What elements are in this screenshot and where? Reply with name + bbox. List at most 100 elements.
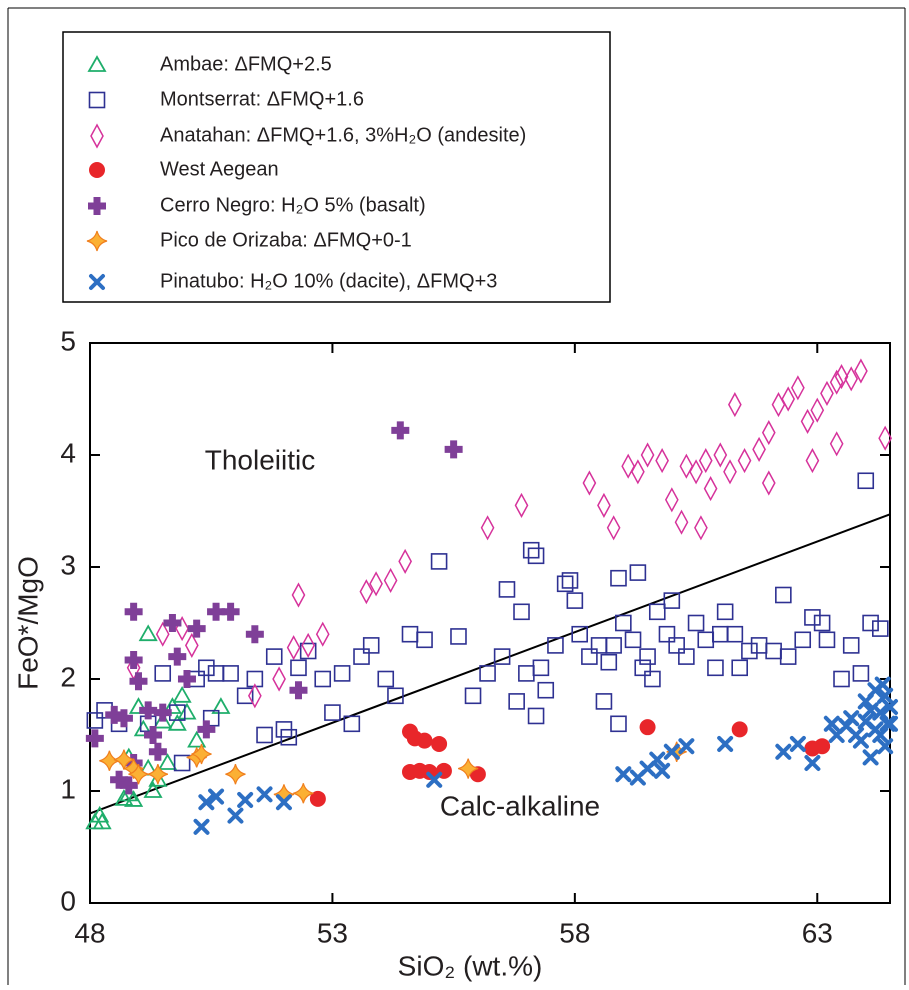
square-marker	[629, 564, 647, 581]
y-axis-title: FeO*/MgO	[12, 556, 43, 690]
square-marker	[343, 715, 361, 733]
legend-marker	[86, 230, 108, 252]
triangle-marker	[128, 697, 149, 714]
square-marker	[314, 670, 332, 688]
square-marker	[173, 754, 191, 772]
plus-marker	[177, 670, 196, 688]
square-marker	[547, 637, 564, 654]
square-marker	[537, 681, 555, 699]
plus-marker	[129, 672, 148, 691]
x-marker	[843, 710, 860, 727]
square-marker	[202, 709, 220, 727]
diamond-marker	[752, 436, 766, 462]
square-marker	[726, 625, 744, 643]
annotation: Calc-alkaline	[440, 790, 600, 821]
diamond-marker	[606, 515, 621, 541]
square-marker	[280, 728, 298, 746]
square-marker	[741, 642, 758, 660]
triangle-marker	[90, 805, 110, 823]
square-marker	[498, 581, 516, 598]
diamond-marker	[286, 635, 301, 661]
legend-label: West Aegean	[160, 158, 279, 180]
square-marker	[750, 637, 768, 654]
square-marker	[624, 631, 642, 649]
plus-marker	[124, 650, 143, 669]
square-marker	[450, 628, 467, 645]
x-marker	[654, 762, 671, 779]
diamond-marker	[689, 459, 703, 485]
square-marker	[290, 659, 307, 677]
diamond-marker	[844, 366, 859, 392]
square-marker	[324, 704, 341, 721]
diamond-marker	[184, 632, 199, 658]
plus-marker	[124, 602, 143, 621]
diamond-marker	[854, 358, 868, 384]
square-marker	[872, 620, 889, 637]
square-marker	[416, 631, 433, 649]
plot-area	[89, 342, 891, 904]
square-marker	[246, 670, 264, 688]
diamond-marker	[791, 375, 805, 401]
star-marker	[458, 758, 479, 779]
diamond-marker	[829, 431, 844, 457]
square-marker	[299, 642, 317, 660]
square-marker	[508, 693, 525, 710]
x-marker	[227, 807, 244, 824]
x-marker	[198, 794, 215, 811]
square-marker	[648, 603, 666, 621]
x-marker	[208, 788, 225, 805]
diamond-marker	[723, 459, 737, 485]
x-marker	[862, 702, 879, 719]
square-marker	[581, 648, 598, 665]
square-marker	[605, 637, 622, 654]
diamond-marker	[597, 492, 611, 518]
square-marker	[716, 603, 734, 621]
square-marker	[236, 687, 254, 705]
triangle-marker	[143, 781, 163, 798]
plus-marker	[163, 614, 182, 632]
square-marker	[198, 659, 215, 677]
x-marker	[663, 743, 680, 760]
x-marker	[862, 749, 879, 766]
square-marker	[842, 637, 860, 654]
diamond-marker	[398, 548, 413, 574]
plus-marker	[245, 625, 264, 644]
square-marker	[154, 665, 172, 682]
x-tick-label: 58	[559, 917, 590, 948]
diamond-marker	[301, 632, 316, 658]
y-tick-label: 1	[60, 773, 76, 804]
square-marker	[571, 625, 588, 643]
diamond-marker	[761, 420, 776, 446]
x-tick-label: 63	[802, 917, 833, 948]
square-marker	[377, 670, 395, 688]
square-marker	[804, 609, 821, 626]
triangle-marker	[162, 697, 182, 714]
diamond-marker	[761, 470, 776, 496]
square-marker	[222, 665, 239, 682]
square-marker	[818, 631, 836, 649]
legend-label: Pinatubo: H₂O 10% (dacite), ΔFMQ+3	[160, 270, 497, 292]
diamond-marker	[698, 448, 713, 474]
plus-marker	[197, 720, 216, 739]
x-marker	[789, 735, 806, 752]
diamond-marker	[359, 579, 374, 605]
star-marker	[191, 743, 212, 765]
circle-marker	[309, 790, 326, 807]
x-marker	[828, 727, 845, 743]
x-marker	[775, 743, 792, 760]
square-marker	[644, 670, 661, 688]
triangle-marker	[148, 769, 168, 787]
square-marker	[687, 614, 705, 632]
triangle-marker	[158, 753, 178, 770]
plus-marker	[105, 705, 124, 724]
square-marker	[600, 653, 618, 671]
square-marker	[610, 715, 627, 733]
x-marker	[649, 751, 666, 768]
triangle-marker	[138, 624, 158, 642]
x-marker	[678, 738, 695, 755]
triangle-marker	[211, 697, 231, 714]
legend-marker	[89, 274, 105, 290]
y-tick-label: 3	[60, 549, 76, 580]
diamond-marker	[369, 571, 383, 597]
